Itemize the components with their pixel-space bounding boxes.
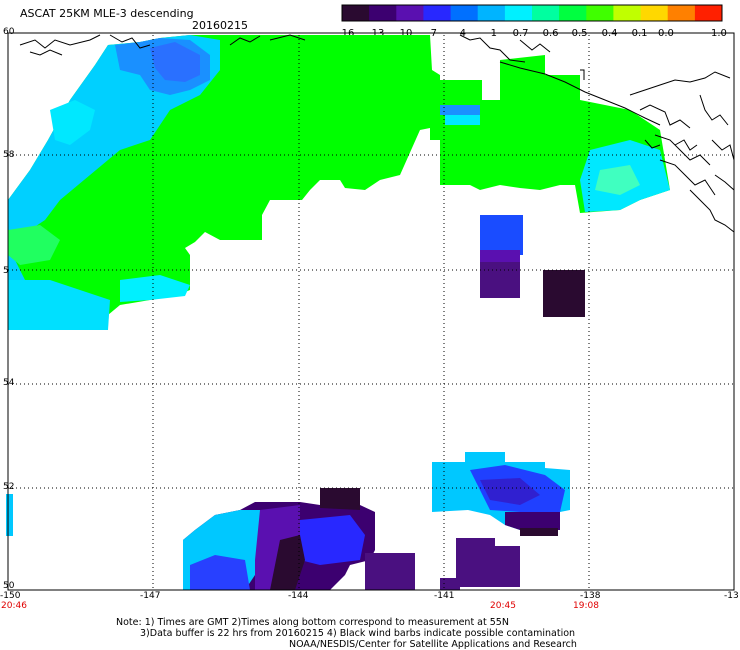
colorbar-swatch <box>477 5 506 21</box>
colorbar-border <box>341 4 723 22</box>
colorbar-swatch <box>532 5 560 21</box>
map-frame <box>7 32 735 591</box>
time-label-right: 19:08 <box>573 601 599 611</box>
lat-label-50: 50 <box>3 581 15 591</box>
colorbar <box>341 4 723 22</box>
lat-label-54: 54 <box>3 378 15 388</box>
lat-label-60: 60 <box>3 27 15 37</box>
coastline <box>19 34 735 233</box>
colorbar-swatch <box>450 5 479 21</box>
colorbar-swatch <box>396 5 424 21</box>
lon-label: -13 <box>724 591 739 601</box>
map-title: ASCAT 25KM MLE-3 descending <box>20 7 194 20</box>
colorbar-swatch <box>613 5 641 21</box>
note-line-3: NOAA/NESDIS/Center for Satellite Applica… <box>289 639 577 650</box>
colorbar-swatch <box>667 5 696 21</box>
lon-label: -144 <box>288 591 309 601</box>
note-line-2: 3)Data buffer is 22 hrs from 20160215 4)… <box>140 628 576 639</box>
note-line-1: Note: 1) Times are GMT 2)Times along bot… <box>116 617 509 628</box>
lon-label: -138 <box>580 591 601 601</box>
colorbar-swatch <box>504 5 533 21</box>
lon-label: -147 <box>140 591 161 601</box>
time-label-mid: 20:45 <box>490 601 516 611</box>
colorbar-swatch <box>559 5 587 21</box>
colorbar-swatch <box>640 5 669 21</box>
colorbar-swatch <box>423 5 451 21</box>
map-date: 20160215 <box>192 19 248 32</box>
colorbar-swatch <box>694 5 723 21</box>
lon-label: -150 <box>0 591 21 601</box>
lon-label: -141 <box>434 591 455 601</box>
swath-south <box>6 452 570 590</box>
time-label-left: 20:46 <box>1 601 27 611</box>
lat-label-52: 52 <box>3 482 15 492</box>
colorbar-swatch <box>586 5 614 21</box>
swath-north <box>8 35 670 330</box>
graticule <box>8 35 734 590</box>
colorbar-swatch <box>369 5 397 21</box>
colorbar-swatch <box>342 5 370 21</box>
